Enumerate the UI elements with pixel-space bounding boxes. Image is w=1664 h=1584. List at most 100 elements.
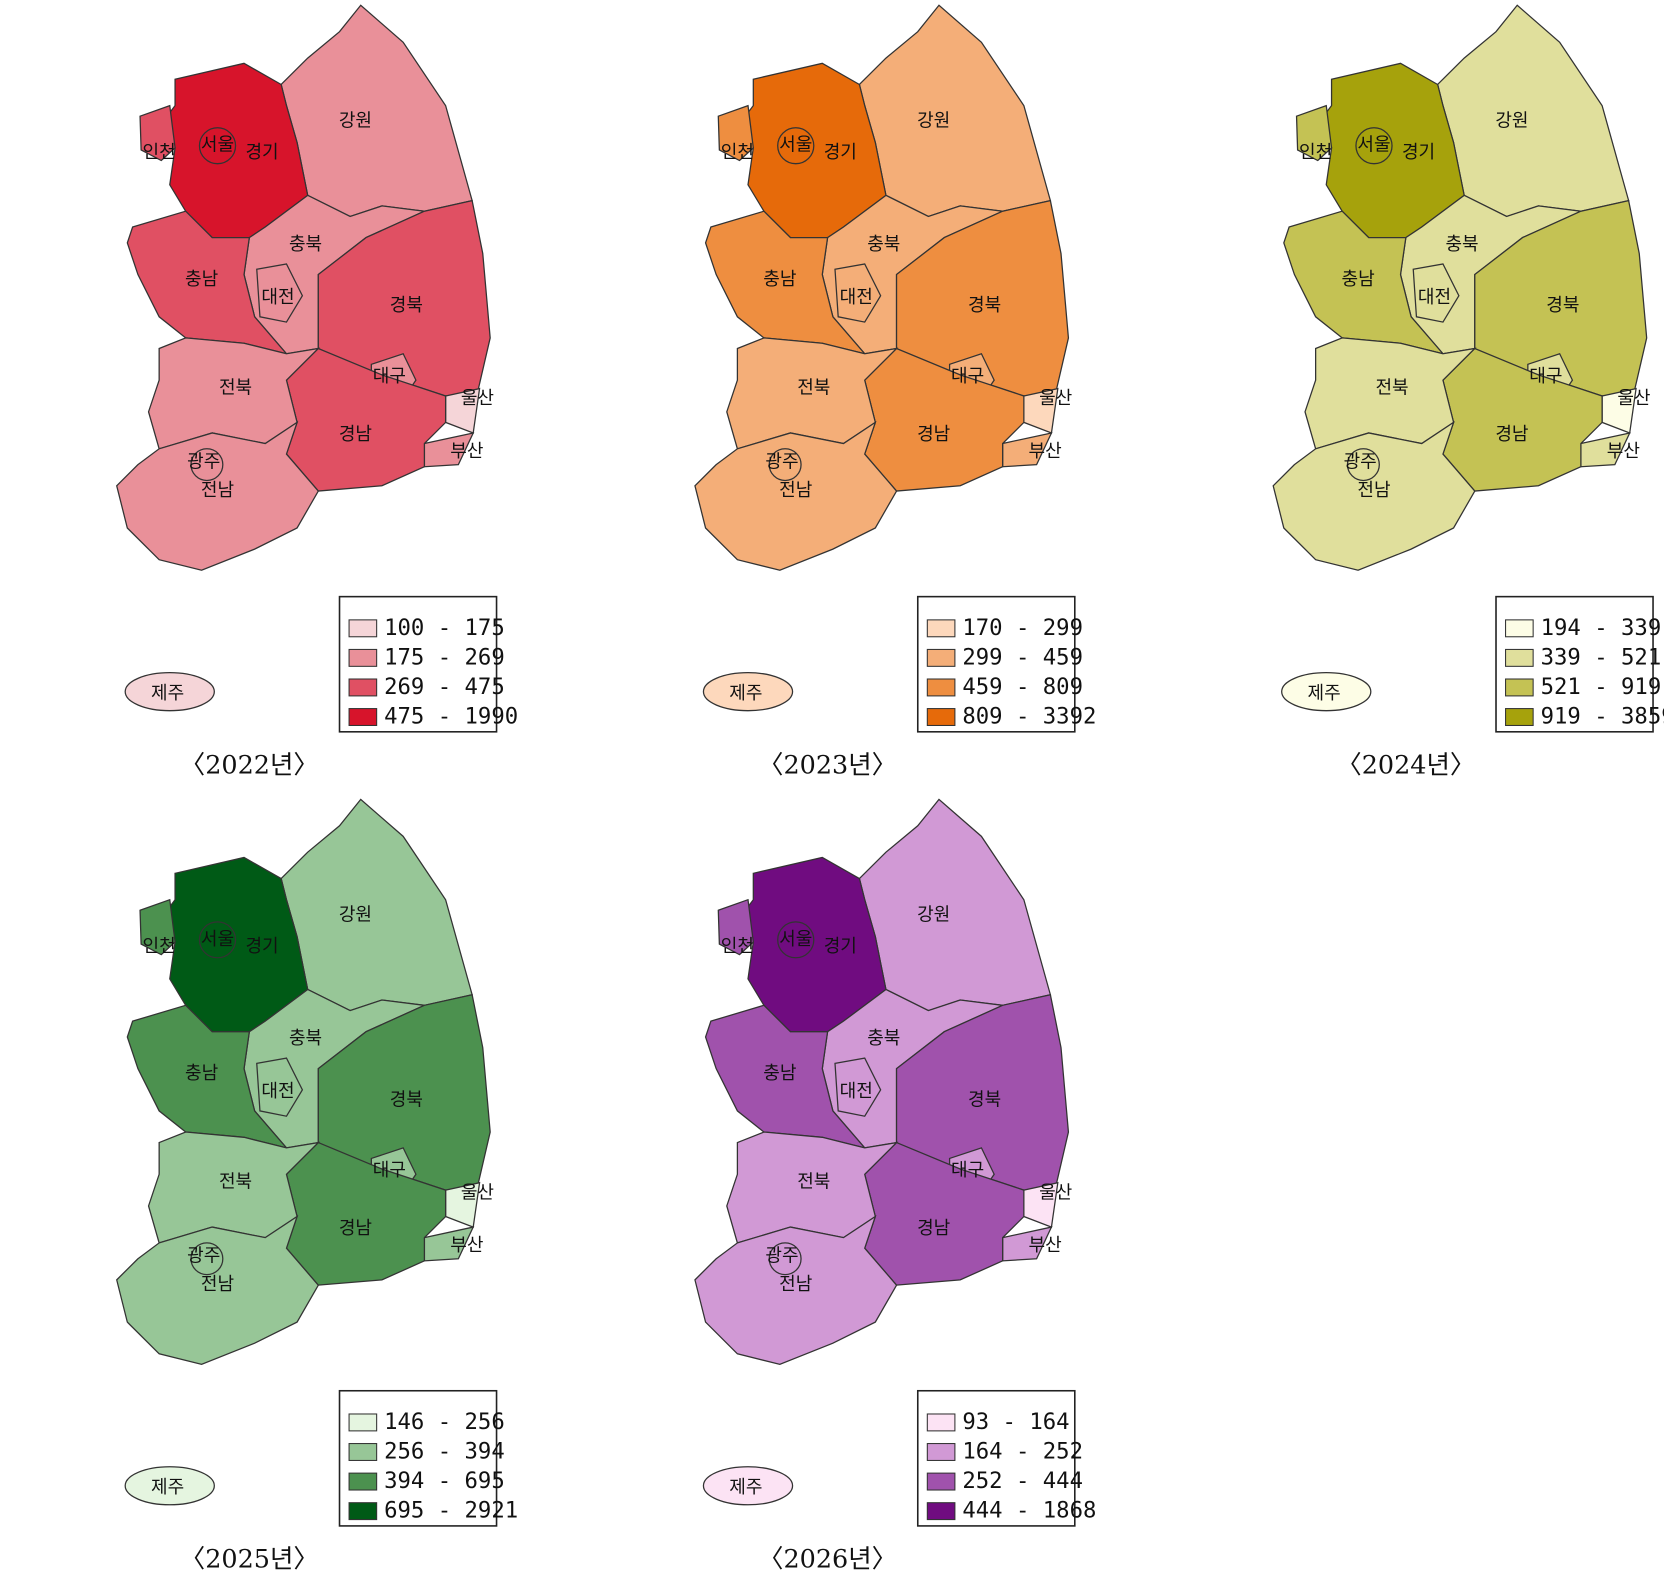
legend-label: 252 - 444	[962, 1468, 1083, 1494]
region-label: 부산	[1028, 1235, 1061, 1256]
legend-label: 93 - 164	[962, 1409, 1069, 1435]
region-label: 전북	[219, 378, 252, 399]
region	[1281, 672, 1372, 712]
region	[190, 448, 224, 482]
legend-swatch	[926, 1502, 956, 1521]
region	[116, 1214, 320, 1366]
legend-swatch	[926, 678, 956, 697]
legend-label: 521 - 919	[1541, 674, 1662, 700]
region-label: 서울	[201, 929, 234, 950]
region-label: 울산	[461, 388, 494, 409]
region	[116, 420, 320, 571]
region-label: 대구	[373, 1160, 406, 1181]
region-label: 서울	[1357, 135, 1390, 156]
legend-label: 164 - 252	[962, 1439, 1083, 1465]
region-label: 충남	[185, 1063, 218, 1084]
region-label: 대구	[1529, 366, 1562, 387]
legend-label: 809 - 3392	[962, 704, 1096, 730]
legend-swatch	[348, 648, 378, 667]
region-label: 경기	[245, 142, 278, 163]
region-label: 경남	[339, 1218, 372, 1239]
region-label: 충남	[763, 269, 796, 290]
legend-swatch	[926, 619, 956, 638]
region-label: 강원	[917, 905, 950, 926]
region-label: 울산	[1039, 1182, 1072, 1203]
region-label: 전남	[1357, 480, 1390, 501]
region-label: 전남	[779, 1274, 812, 1295]
region	[1412, 263, 1460, 323]
region	[717, 104, 754, 162]
region-label: 강원	[339, 110, 372, 131]
region	[1272, 420, 1476, 571]
region	[834, 263, 882, 323]
region-label: 충북	[1445, 234, 1478, 255]
region-label: 충남	[1341, 269, 1374, 290]
legend-label: 394 - 695	[384, 1468, 505, 1494]
legend-label: 444 - 1868	[962, 1498, 1096, 1524]
region-label: 광주	[765, 452, 798, 473]
region-label: 경북	[968, 1089, 1001, 1110]
region-label: 대전	[840, 1081, 873, 1102]
region-label: 경북	[1546, 295, 1579, 316]
region-label: 강원	[1495, 110, 1528, 131]
legend-swatch	[1505, 648, 1534, 667]
map-caption: 〈2022년〉	[180, 750, 319, 780]
region-label: 서울	[779, 135, 812, 156]
region-label: 전북	[797, 1172, 830, 1193]
region-label: 제주	[729, 683, 762, 704]
region-label: 울산	[1617, 388, 1650, 409]
region-label: 충남	[763, 1063, 796, 1084]
legend-label: 695 - 2921	[384, 1498, 518, 1524]
legend-swatch	[348, 1502, 378, 1521]
region	[124, 1466, 215, 1506]
region-label: 대전	[1418, 287, 1451, 308]
region	[858, 4, 1052, 218]
region-label: 울산	[1039, 388, 1072, 409]
region	[198, 127, 237, 165]
region	[280, 798, 473, 1012]
region-label: 경남	[1495, 424, 1528, 445]
map-caption: 〈2025년〉	[180, 1544, 319, 1574]
region-label: 전남	[201, 1274, 234, 1295]
region	[139, 898, 176, 956]
region	[1436, 4, 1630, 218]
region-label: 울산	[461, 1182, 494, 1203]
region-label: 부산	[450, 1235, 483, 1256]
legend-swatch	[348, 619, 378, 638]
region-label: 전북	[797, 378, 830, 399]
region	[694, 1214, 898, 1366]
region-label: 서울	[201, 135, 234, 156]
map-caption: 〈2026년〉	[758, 1544, 897, 1574]
region-label: 제주	[729, 1477, 762, 1498]
region-label: 충북	[289, 1028, 322, 1049]
legend-swatch	[1505, 708, 1534, 726]
region-label: 경남	[917, 424, 950, 445]
region-label: 인천	[143, 936, 176, 957]
legend-swatch	[348, 708, 378, 726]
region-label: 인천	[1299, 142, 1332, 163]
region-label: 대전	[261, 1081, 294, 1102]
legend-label: 100 - 175	[384, 615, 505, 641]
region-label: 부산	[1028, 441, 1061, 462]
region	[1355, 127, 1393, 165]
legend-label: 475 - 1990	[384, 704, 518, 730]
region	[777, 127, 815, 165]
region-label: 경북	[968, 295, 1001, 316]
region-label: 전북	[219, 1172, 252, 1193]
region	[280, 4, 473, 218]
legend-label: 299 - 459	[962, 644, 1083, 670]
legend-swatch	[926, 648, 956, 667]
region	[702, 672, 794, 712]
region-label: 강원	[917, 110, 950, 131]
region-label: 대구	[951, 1160, 984, 1181]
region	[1346, 448, 1380, 482]
region-label: 경북	[390, 1089, 423, 1110]
region	[198, 921, 237, 959]
region-label: 경기	[1402, 142, 1435, 163]
region	[717, 898, 754, 956]
legend-swatch	[1505, 619, 1534, 638]
